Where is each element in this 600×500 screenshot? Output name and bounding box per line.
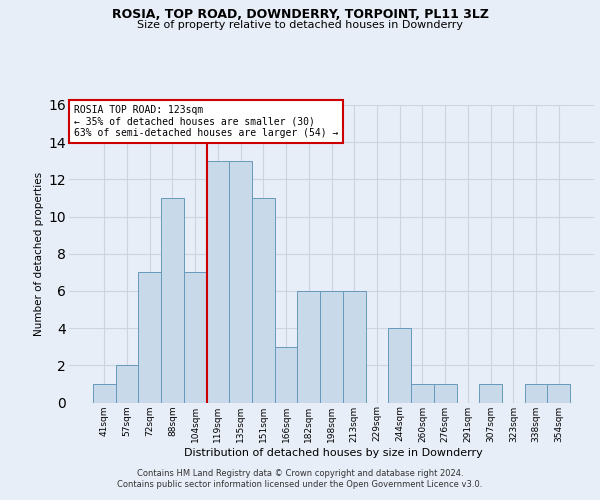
Bar bbox=[116, 366, 139, 403]
Bar bbox=[479, 384, 502, 402]
Bar bbox=[229, 161, 252, 402]
Bar bbox=[252, 198, 275, 402]
Y-axis label: Number of detached properties: Number of detached properties bbox=[34, 172, 44, 336]
Bar bbox=[434, 384, 457, 402]
Bar bbox=[343, 291, 365, 403]
Bar bbox=[524, 384, 547, 402]
Bar bbox=[547, 384, 570, 402]
Bar bbox=[161, 198, 184, 402]
Bar bbox=[275, 346, 298, 403]
Bar bbox=[388, 328, 411, 402]
Bar bbox=[411, 384, 434, 402]
Bar bbox=[93, 384, 116, 402]
Text: Size of property relative to detached houses in Downderry: Size of property relative to detached ho… bbox=[137, 20, 463, 30]
Text: ROSIA TOP ROAD: 123sqm
← 35% of detached houses are smaller (30)
63% of semi-det: ROSIA TOP ROAD: 123sqm ← 35% of detached… bbox=[74, 105, 338, 138]
Bar bbox=[206, 161, 229, 402]
Bar bbox=[298, 291, 320, 403]
Text: Contains HM Land Registry data © Crown copyright and database right 2024.: Contains HM Land Registry data © Crown c… bbox=[137, 468, 463, 477]
Bar bbox=[320, 291, 343, 403]
Text: ROSIA, TOP ROAD, DOWNDERRY, TORPOINT, PL11 3LZ: ROSIA, TOP ROAD, DOWNDERRY, TORPOINT, PL… bbox=[112, 8, 488, 20]
Text: Contains public sector information licensed under the Open Government Licence v3: Contains public sector information licen… bbox=[118, 480, 482, 489]
Text: Distribution of detached houses by size in Downderry: Distribution of detached houses by size … bbox=[184, 448, 482, 458]
Bar bbox=[139, 272, 161, 402]
Bar bbox=[184, 272, 206, 402]
